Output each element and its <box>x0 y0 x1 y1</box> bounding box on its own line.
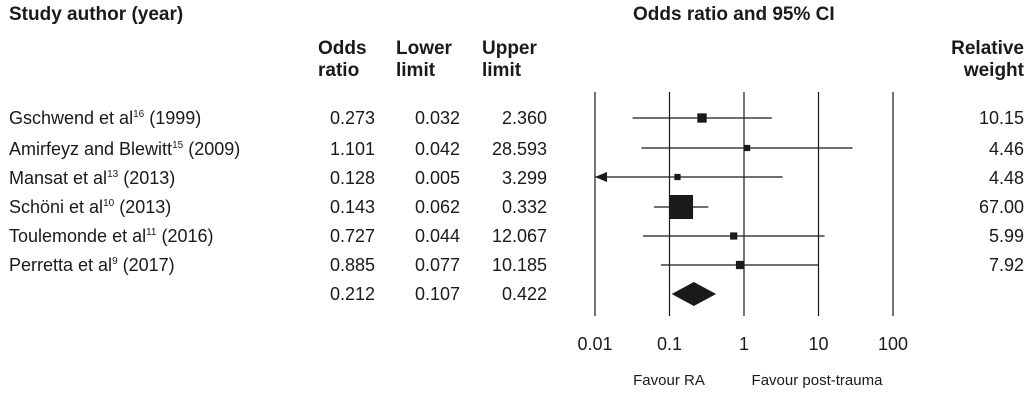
pooled-upper-limit-value: 0.422 <box>501 284 547 304</box>
point-estimate <box>674 173 681 181</box>
lower-limit-header-line1: Lower <box>396 38 452 59</box>
odds-ratio-value: 0.727 <box>329 226 375 246</box>
lower-limit-value: 0.005 <box>414 168 460 188</box>
x-tick-label: 100 <box>878 334 908 354</box>
favour-right-label: Favour post-trauma <box>752 372 884 389</box>
favour-left-label: Favour RA <box>633 372 705 389</box>
lower-limit-value: 0.062 <box>414 197 460 217</box>
study-name: Perretta et al9 (2017) <box>9 255 175 275</box>
upper-limit-value: 2.360 <box>501 108 547 128</box>
x-tick-label: 0.1 <box>657 334 682 354</box>
relative-weight-header: Relative weight <box>951 38 1024 82</box>
x-axis-ticks: 0.01 0.1 1 10 100 <box>577 334 908 354</box>
upper-limit-header-line2: limit <box>482 60 522 81</box>
relative-weight-value: 10.15 <box>978 108 1024 128</box>
ci-arrow <box>595 172 607 182</box>
point-estimate <box>697 113 707 123</box>
plot-title: Odds ratio and 95% CI <box>633 4 835 25</box>
relative-weight-value: 4.46 <box>988 139 1024 159</box>
relative-weight-header-line1: Relative <box>951 38 1024 59</box>
upper-limit-header-line1: Upper <box>482 38 537 59</box>
relative-weight-value: 7.92 <box>988 255 1024 275</box>
relative-weight-value: 5.99 <box>988 226 1024 246</box>
upper-limit-value: 10.185 <box>491 255 547 275</box>
lower-limit-value: 0.042 <box>414 139 460 159</box>
odds-ratio-value: 0.273 <box>329 108 375 128</box>
x-tick-label: 1 <box>739 334 749 354</box>
study-name: Schöni et al10 (2013) <box>9 197 172 217</box>
relative-weight-value: 67.00 <box>978 197 1024 217</box>
study-name: Mansat et al13 (2013) <box>9 168 176 188</box>
study-name: Toulemonde et al11 (2016) <box>9 226 214 246</box>
plot-marks <box>595 113 853 306</box>
upper-limit-value: 3.299 <box>501 168 547 188</box>
point-estimate <box>669 195 694 219</box>
point-estimate <box>730 232 738 240</box>
pooled-lower-limit-value: 0.107 <box>414 284 460 304</box>
study-name: Gschwend et al16 (1999) <box>9 108 202 128</box>
lower-limit-value: 0.077 <box>414 255 460 275</box>
upper-limit-value: 12.067 <box>491 226 547 246</box>
x-tick-label: 10 <box>808 334 828 354</box>
odds-ratio-value: 0.885 <box>329 255 375 275</box>
odds-ratio-value: 0.143 <box>329 197 375 217</box>
lower-limit-value: 0.044 <box>414 226 460 246</box>
pooled-diamond <box>671 282 717 306</box>
study-column-header: Study author (year) <box>9 4 184 25</box>
odds-ratio-header: Odds ratio <box>318 38 367 82</box>
point-estimate <box>744 144 751 152</box>
upper-limit-value: 0.332 <box>501 197 547 217</box>
point-estimate <box>735 260 745 270</box>
lower-limit-header-line2: limit <box>396 60 436 81</box>
lower-limit-value: 0.032 <box>414 108 460 128</box>
odds-ratio-value: 0.128 <box>329 168 375 188</box>
odds-ratio-header-line2: ratio <box>318 60 360 81</box>
odds-ratio-header-line1: Odds <box>318 38 367 59</box>
upper-limit-value: 28.593 <box>491 139 547 159</box>
relative-weight-header-line2: weight <box>963 60 1024 81</box>
x-tick-label: 0.01 <box>577 334 612 354</box>
odds-ratio-value: 1.101 <box>329 139 375 159</box>
relative-weight-value: 4.48 <box>988 168 1024 188</box>
upper-limit-header: Upper limit <box>482 38 537 82</box>
gridlines <box>594 92 894 316</box>
pooled-odds-ratio-value: 0.212 <box>329 284 375 304</box>
lower-limit-header: Lower limit <box>396 38 452 82</box>
study-name: Amirfeyz and Blewitt15 (2009) <box>9 139 241 159</box>
